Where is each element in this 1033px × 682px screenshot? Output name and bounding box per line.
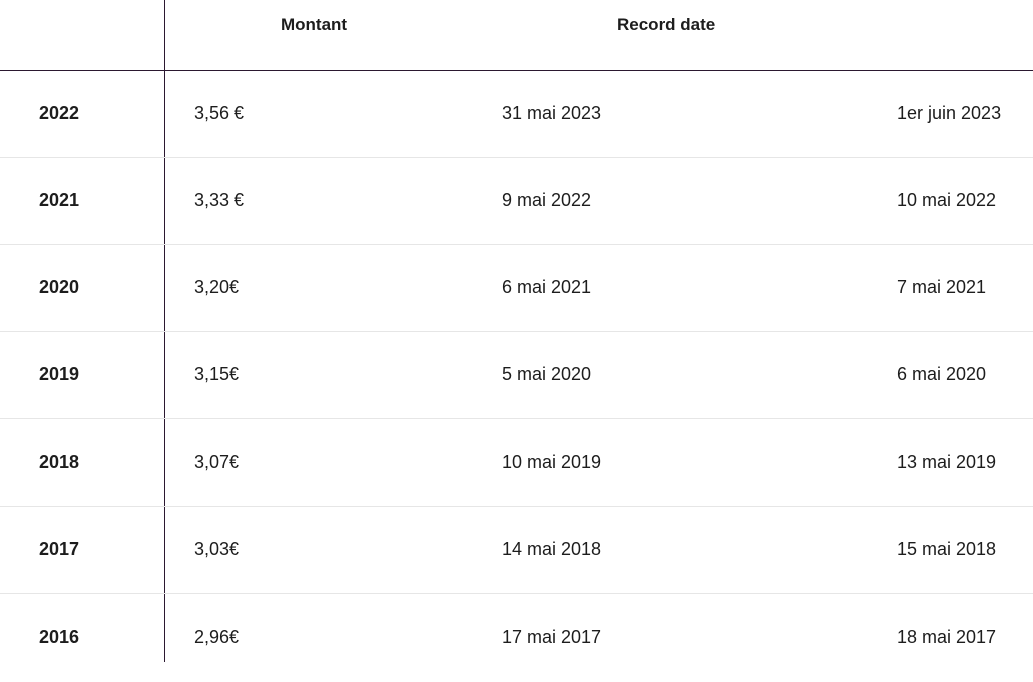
payment-date-cell: 6 mai 2020 (897, 364, 987, 384)
table-header: Montant Record date (0, 0, 1033, 71)
table-row: 2019 3,15€ 5 mai 2020 6 mai 2020 (0, 332, 1033, 419)
amount-cell: 3,07€ (194, 452, 240, 472)
payment-date-cell: 18 mai 2017 (897, 627, 997, 647)
payment-date-cell: 1er juin 2023 (897, 103, 1002, 123)
row-separator (0, 331, 1033, 332)
header-record-date: Record date (617, 15, 716, 34)
payment-date-cell: 13 mai 2019 (897, 452, 997, 472)
amount-cell: 3,56 € (194, 103, 245, 123)
record-date-cell: 6 mai 2021 (502, 277, 592, 297)
year-cell: 2021 (38, 190, 80, 210)
record-date-cell: 5 mai 2020 (502, 364, 592, 384)
payment-date-cell: 10 mai 2022 (897, 190, 997, 210)
year-cell: 2017 (38, 539, 80, 559)
year-cell: 2019 (38, 364, 80, 384)
row-separator (0, 244, 1033, 245)
row-separator (0, 157, 1033, 158)
year-cell: 2020 (38, 277, 80, 297)
row-separator (0, 593, 1033, 594)
record-date-cell: 31 mai 2023 (502, 103, 602, 123)
table-row: 2022 3,56 € 31 mai 2023 1er juin 2023 (0, 71, 1033, 158)
row-separator (0, 506, 1033, 507)
header-amount: Montant (281, 15, 348, 34)
year-cell: 2016 (38, 627, 80, 647)
year-cell: 2022 (38, 103, 80, 123)
table-row: 2016 2,96€ 17 mai 2017 18 mai 2017 (0, 595, 1033, 682)
amount-cell: 2,96€ (194, 627, 240, 647)
table-row: 2020 3,20€ 6 mai 2021 7 mai 2021 (0, 245, 1033, 332)
dividend-table: Montant Record date 2022 3,56 € 31 mai 2… (0, 0, 1033, 662)
amount-cell: 3,20€ (194, 277, 240, 297)
amount-cell: 3,33 € (194, 190, 245, 210)
record-date-cell: 14 mai 2018 (502, 539, 602, 559)
row-separator (0, 418, 1033, 419)
table-row: 2021 3,33 € 9 mai 2022 10 mai 2022 (0, 158, 1033, 245)
amount-cell: 3,15€ (194, 364, 240, 384)
table-row: 2017 3,03€ 14 mai 2018 15 mai 2018 (0, 507, 1033, 594)
payment-date-cell: 15 mai 2018 (897, 539, 997, 559)
payment-date-cell: 7 mai 2021 (897, 277, 987, 297)
record-date-cell: 9 mai 2022 (502, 190, 592, 210)
table-row: 2018 3,07€ 10 mai 2019 13 mai 2019 (0, 420, 1033, 507)
record-date-cell: 17 mai 2017 (502, 627, 602, 647)
record-date-cell: 10 mai 2019 (502, 452, 602, 472)
amount-cell: 3,03€ (194, 539, 240, 559)
year-cell: 2018 (38, 452, 80, 472)
